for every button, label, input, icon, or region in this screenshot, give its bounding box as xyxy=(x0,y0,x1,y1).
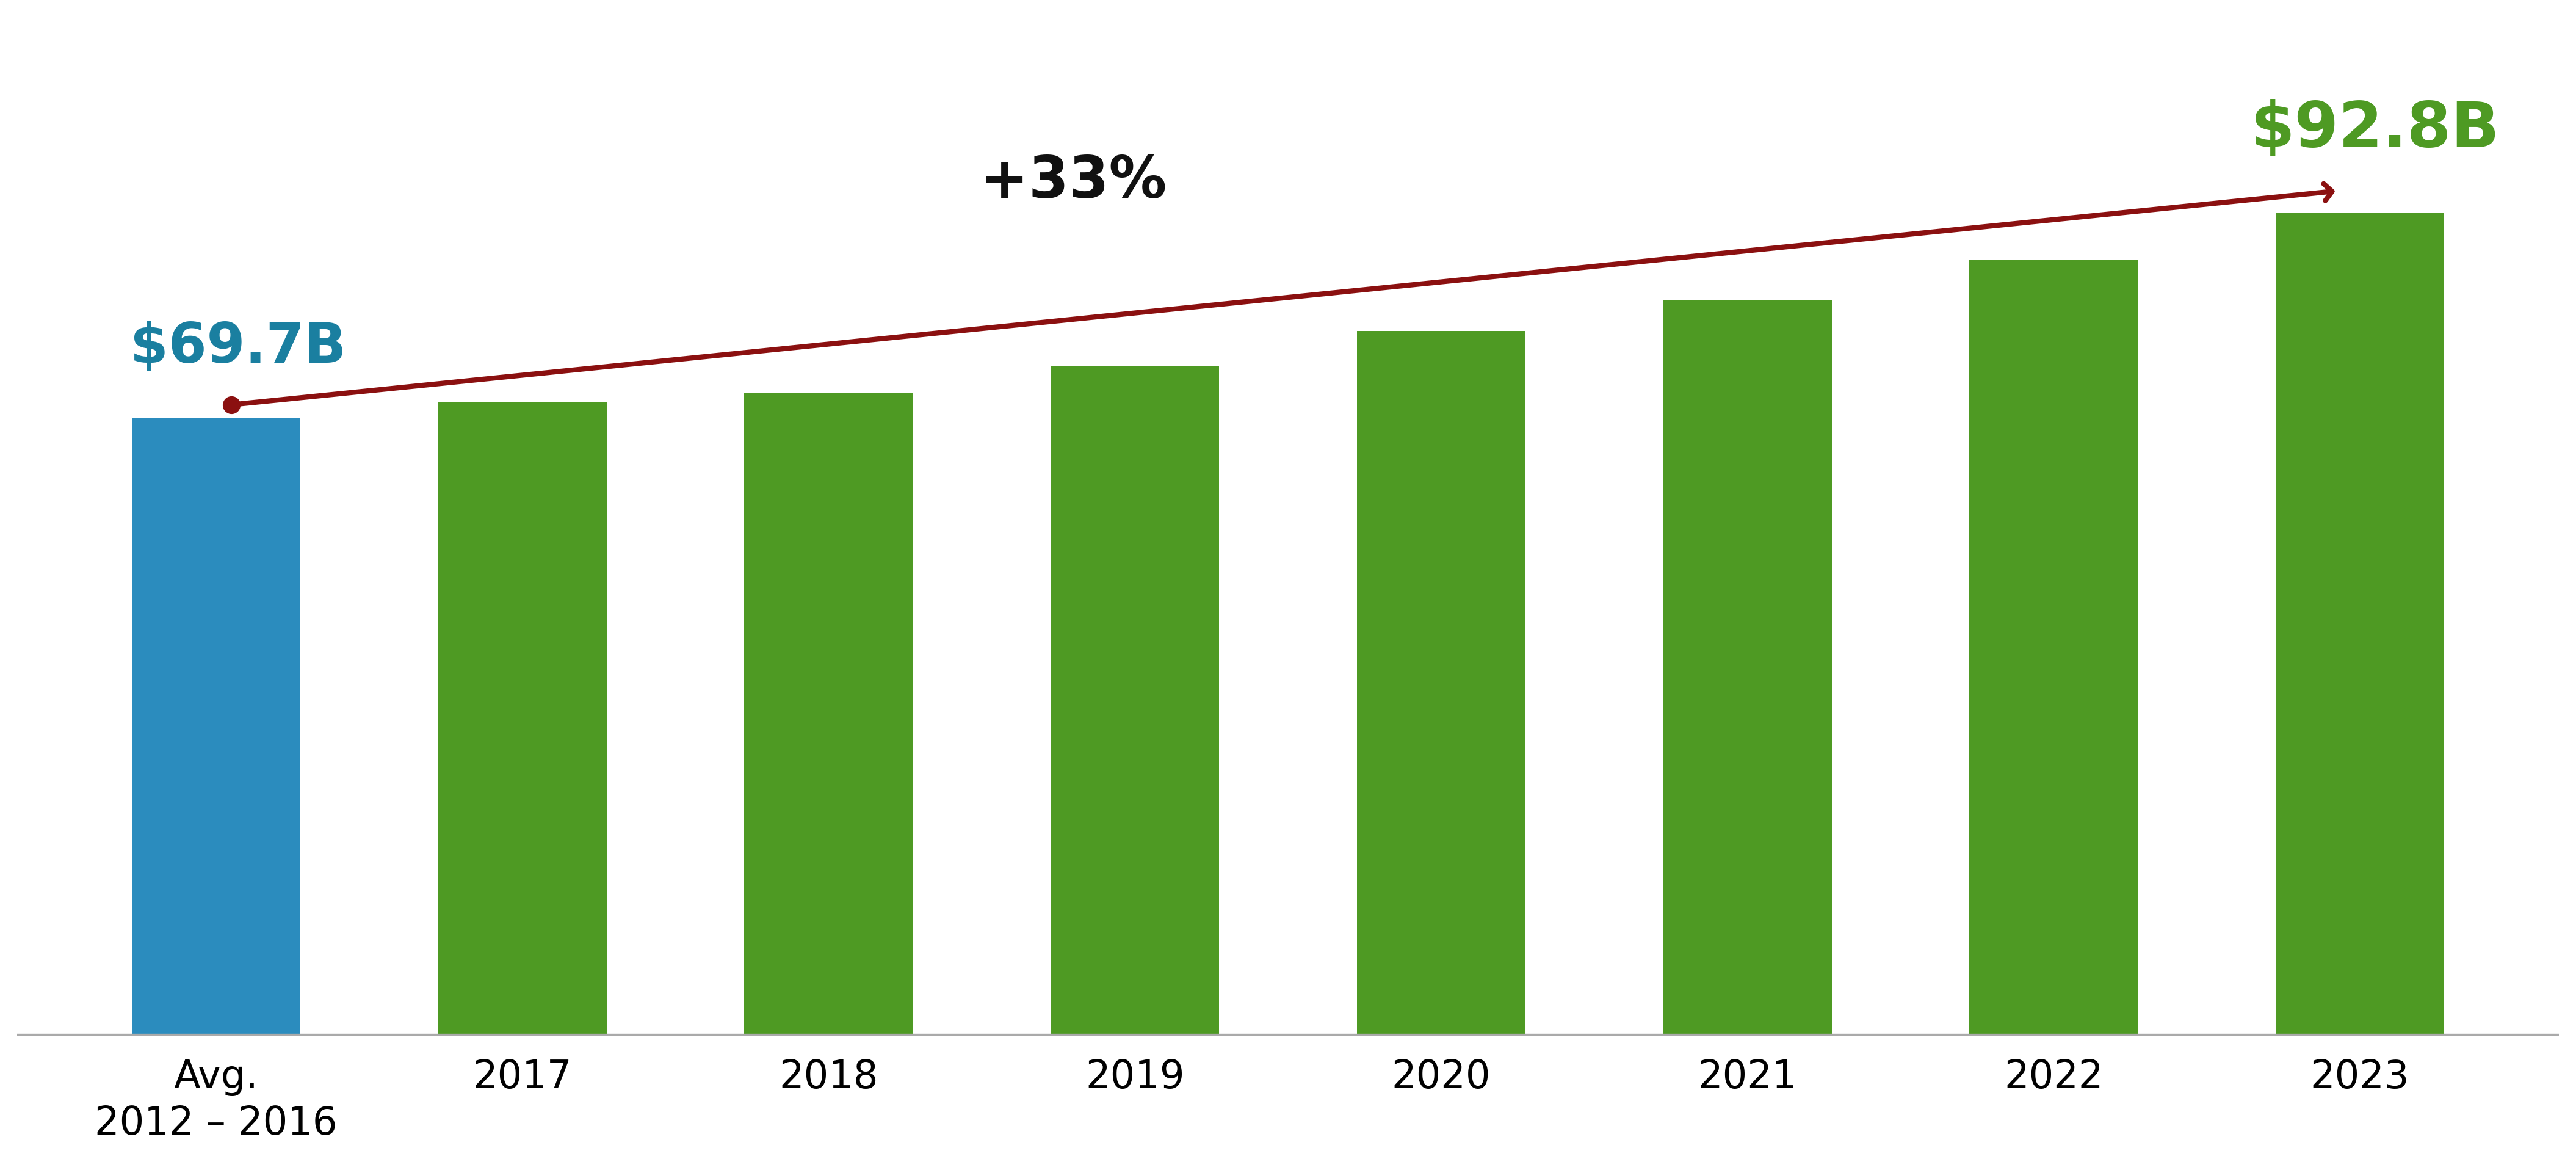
Text: $69.7B: $69.7B xyxy=(131,320,348,374)
Bar xyxy=(744,394,912,1036)
Bar xyxy=(2275,213,2445,1036)
Bar xyxy=(1358,331,1525,1036)
Bar xyxy=(1051,367,1218,1036)
Bar xyxy=(131,418,301,1036)
Bar xyxy=(1664,300,1832,1036)
Text: $92.8B: $92.8B xyxy=(2251,99,2499,161)
Text: +33%: +33% xyxy=(981,154,1167,210)
Bar xyxy=(1971,261,2138,1036)
Bar xyxy=(438,402,605,1036)
